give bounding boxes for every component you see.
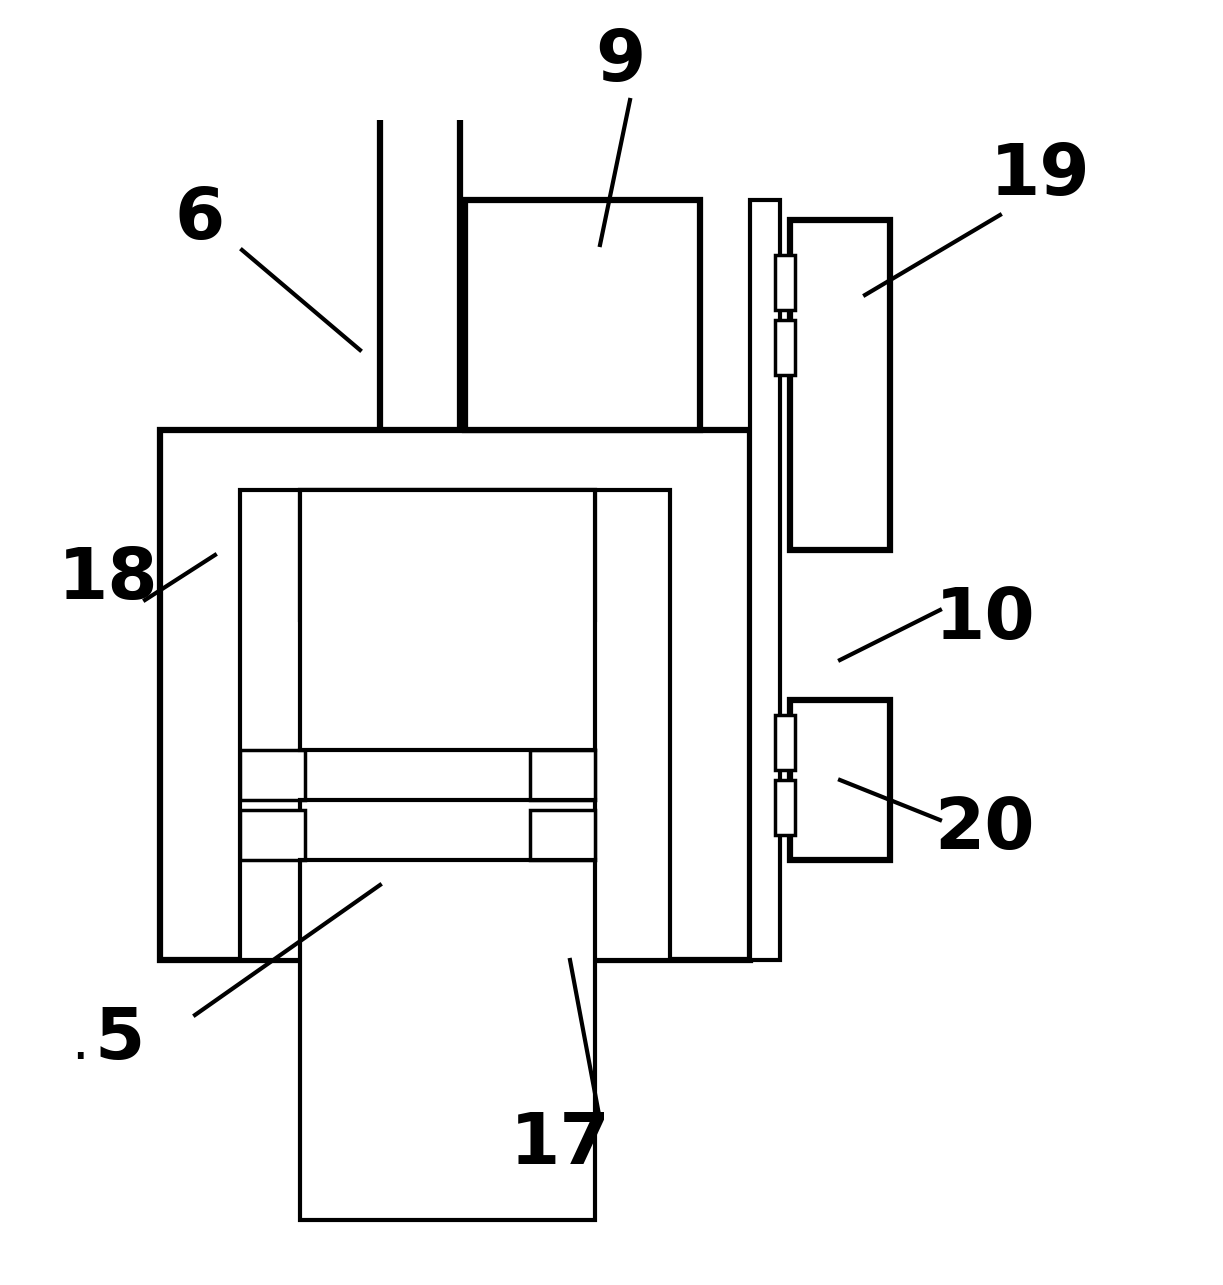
Bar	[240, 810, 305, 860]
Bar	[775, 254, 795, 310]
Text: 19: 19	[989, 140, 1091, 209]
Bar	[530, 750, 596, 801]
Bar	[160, 430, 750, 960]
Text: 18: 18	[57, 546, 158, 614]
Bar	[530, 810, 596, 860]
Bar	[240, 750, 305, 801]
Bar	[775, 320, 795, 375]
Bar	[240, 490, 670, 960]
Text: 20: 20	[934, 795, 1036, 865]
Bar	[300, 490, 596, 619]
Text: 6: 6	[175, 185, 225, 254]
Bar	[790, 220, 890, 550]
Text: 9: 9	[594, 27, 645, 96]
Text: ·: ·	[71, 1033, 89, 1087]
Bar	[750, 200, 780, 960]
Text: 17: 17	[510, 1110, 610, 1180]
Text: 10: 10	[934, 586, 1036, 654]
Bar	[465, 200, 700, 430]
Bar	[790, 700, 890, 860]
Text: 5: 5	[95, 1005, 146, 1074]
Bar	[300, 490, 596, 1219]
Bar	[775, 780, 795, 835]
Bar	[775, 714, 795, 770]
